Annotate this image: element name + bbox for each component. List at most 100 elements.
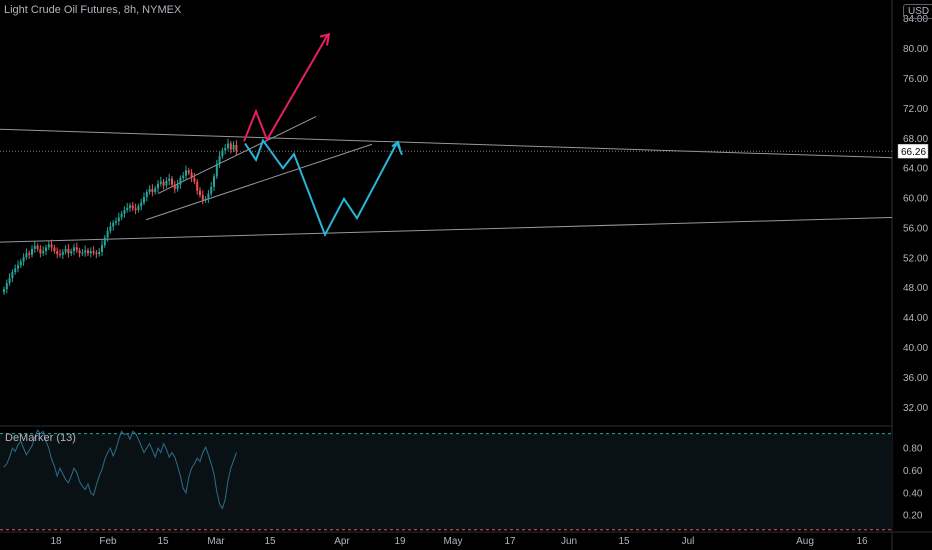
bullish-arrowhead <box>319 33 331 46</box>
candle-body <box>235 144 238 151</box>
candle-body <box>134 208 137 211</box>
candle-body <box>204 198 207 201</box>
indicator-label[interactable]: DeMarker (13) <box>5 432 76 444</box>
candle-body <box>103 237 106 246</box>
demarker-tick-label: 0.20 <box>903 511 923 522</box>
candle-body <box>50 244 53 248</box>
candle-body <box>61 251 64 255</box>
candle-body <box>162 181 165 186</box>
price-tick-label: 56.00 <box>903 223 928 234</box>
candle-body <box>59 254 61 256</box>
candle-body <box>64 248 67 252</box>
candle-body <box>42 251 45 254</box>
candle-body <box>159 181 162 184</box>
candle-body <box>224 147 227 151</box>
candle-body <box>45 247 47 252</box>
support-line <box>0 216 893 243</box>
time-axis[interactable]: 18 Feb 15 Mar 15 Apr 19 May 17 Jun 15 Jul Aug 16 <box>50 536 868 547</box>
time-tick-label: Jun <box>561 536 577 547</box>
candle-body <box>47 244 50 248</box>
candle-body <box>8 278 11 284</box>
trend-drawings[interactable] <box>0 33 893 243</box>
demarker-tick-label: 0.80 <box>903 444 923 455</box>
candle-body <box>36 245 39 249</box>
candle-body <box>185 170 187 176</box>
candle-body <box>129 205 131 208</box>
candle-body <box>101 245 103 252</box>
demarker-tick-label: 0.40 <box>903 488 923 499</box>
candle-body <box>171 178 173 185</box>
bullish-projection-path <box>243 33 329 143</box>
candle-body <box>227 143 229 148</box>
candle-body <box>78 250 81 254</box>
demarker-line <box>3 429 237 510</box>
candle-body <box>115 221 117 223</box>
candle-body <box>201 195 204 201</box>
bearish-projection-path <box>244 138 403 238</box>
candle-body <box>137 206 140 211</box>
candle-body <box>84 250 87 253</box>
symbol-title: Light Crude Oil Futures, 8h, NYMEX <box>4 4 182 16</box>
price-tick-label: 80.00 <box>903 44 928 55</box>
candle-body <box>89 251 92 254</box>
channel-lower-line <box>145 143 373 221</box>
candle-body <box>19 261 22 266</box>
candle-body <box>218 156 221 164</box>
candle-body <box>199 190 201 196</box>
candle-body <box>145 192 148 198</box>
candle-body <box>92 251 95 253</box>
price-tick-label: 44.00 <box>903 313 928 324</box>
candle-body <box>56 251 59 255</box>
candle-body <box>215 163 218 177</box>
candle-body <box>25 253 28 258</box>
candle-body <box>187 170 190 173</box>
currency-button[interactable]: USD <box>903 4 932 19</box>
price-tick-label: 40.00 <box>903 343 928 354</box>
demarker-band <box>0 433 892 530</box>
candle-body <box>232 144 235 150</box>
price-axis[interactable]: 84.00 80.00 76.00 72.00 68.00 64.00 60.00 56.00… <box>897 14 929 522</box>
candle-body <box>67 248 70 254</box>
candle-body <box>182 175 185 178</box>
candle-body <box>123 210 126 214</box>
candle-body <box>154 188 157 193</box>
candle-body <box>207 193 210 199</box>
candle-body <box>120 213 123 218</box>
candle-body <box>14 268 17 273</box>
candle-body <box>210 186 213 194</box>
candle-body <box>11 272 14 279</box>
candle-body <box>28 253 31 255</box>
candle-body <box>53 247 56 252</box>
candle-body <box>73 247 75 252</box>
time-tick-label: 17 <box>504 536 516 547</box>
candle-body <box>70 251 73 254</box>
candle-body <box>98 251 101 255</box>
last-price-badge <box>897 144 929 159</box>
candle-body <box>173 184 176 190</box>
candle-body <box>165 180 168 186</box>
candles <box>3 138 238 295</box>
candle-body <box>176 184 179 190</box>
price-tick-label: 36.00 <box>903 373 928 384</box>
time-tick-label: May <box>444 536 463 547</box>
candle-body <box>31 248 33 255</box>
candle-body <box>193 177 196 182</box>
candle-body <box>140 202 143 207</box>
price-tick-label: 48.00 <box>903 283 928 294</box>
candle-body <box>109 226 112 231</box>
channel-upper-line <box>157 116 317 195</box>
resistance-line <box>0 128 893 159</box>
last-price-label: 66.26 <box>901 147 926 158</box>
candle-body <box>143 197 145 203</box>
candle-body <box>75 247 78 251</box>
time-tick-label: 15 <box>264 536 276 547</box>
candle-body <box>168 178 171 181</box>
candle-body <box>3 289 5 293</box>
candle-body <box>131 205 134 209</box>
price-tick-label: 52.00 <box>903 253 928 264</box>
time-tick-label: Mar <box>207 536 225 547</box>
candle-body <box>33 245 36 249</box>
candle-body <box>126 207 129 211</box>
candle-body <box>221 150 224 157</box>
